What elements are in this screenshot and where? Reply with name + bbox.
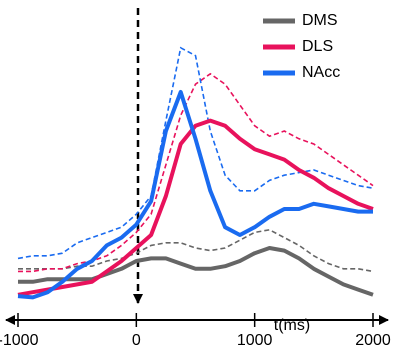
legend-label: DMS: [302, 12, 338, 29]
series-line: [18, 246, 374, 297]
x-tick-label: -1000: [0, 332, 39, 349]
series-line: [17, 118, 374, 297]
upper-line: [18, 72, 374, 273]
upper-line: [17, 46, 374, 260]
legend-label: DLS: [302, 38, 333, 55]
legend-label: NAcc: [302, 64, 340, 81]
x-tick-label: 2000: [355, 332, 391, 349]
x-tick-label: 0: [132, 332, 141, 349]
series-line: [17, 90, 373, 300]
upper-line: [18, 228, 374, 273]
x-tick-label: 1000: [237, 332, 273, 349]
x-axis-label: t(ms): [274, 317, 310, 334]
